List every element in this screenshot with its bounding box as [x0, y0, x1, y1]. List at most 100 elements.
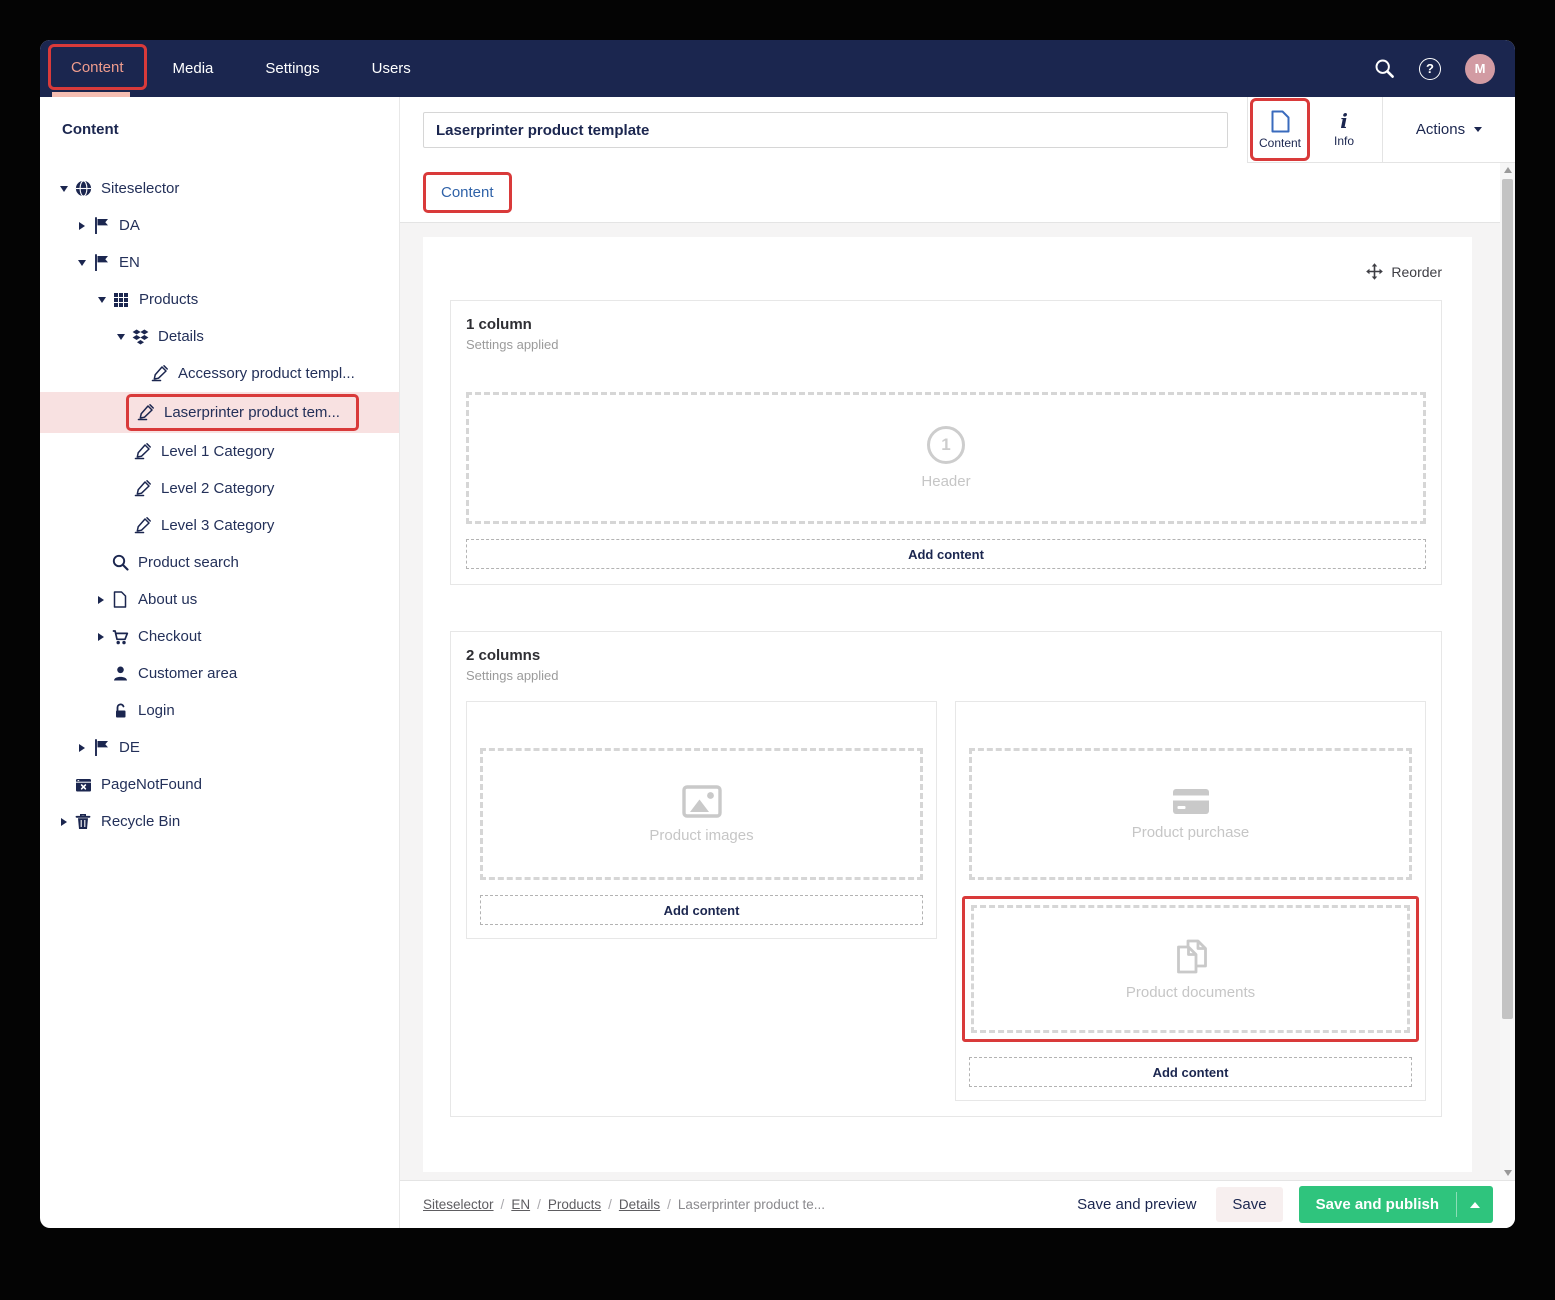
reorder-button[interactable]: Reorder — [423, 237, 1472, 280]
cart-icon — [110, 629, 130, 645]
grid-icon — [111, 292, 131, 308]
flag-icon — [91, 254, 111, 271]
tree-item-de[interactable]: DE — [40, 729, 399, 766]
tree-item-label: Siteselector — [101, 180, 180, 197]
save-and-preview-button[interactable]: Save and preview — [1077, 1196, 1197, 1213]
tree-item-siteselector[interactable]: Siteselector — [40, 170, 399, 207]
tree-item-login[interactable]: Login — [40, 692, 399, 729]
column-right: Product purchase Product documents — [955, 701, 1426, 1101]
edit-template-icon — [133, 517, 153, 534]
breadcrumb-siteselector[interactable]: Siteselector — [423, 1197, 494, 1212]
expander-icon[interactable] — [55, 185, 73, 192]
expander-icon[interactable] — [73, 221, 91, 230]
breadcrumb-products[interactable]: Products — [547, 1197, 602, 1212]
editor-header: Content i Info Actions — [400, 97, 1515, 163]
actions-label: Actions — [1415, 121, 1466, 138]
tree-item-products[interactable]: Products — [40, 281, 399, 318]
breadcrumb-details[interactable]: Details — [618, 1197, 661, 1212]
tree-item-label: Checkout — [138, 628, 202, 645]
expander-icon[interactable] — [93, 296, 111, 303]
lock-open-icon — [110, 702, 130, 719]
document-name-input[interactable] — [423, 112, 1228, 148]
tree-item-label: Level 2 Category — [161, 480, 275, 497]
expander-icon[interactable] — [92, 595, 110, 604]
placeholder-header[interactable]: 1 Header — [466, 392, 1426, 524]
placeholder-label: Product documents — [1125, 983, 1256, 1001]
placeholder-product-purchase[interactable]: Product purchase — [969, 748, 1412, 880]
tree-item-laserprinter-template[interactable]: Laserprinter product tem... — [40, 392, 399, 433]
search-icon — [110, 554, 130, 571]
scroll-down-arrow-icon[interactable] — [1503, 1170, 1512, 1176]
tree-item-customer-area[interactable]: Customer area — [40, 655, 399, 692]
nav-tab-content[interactable]: Content — [48, 44, 147, 90]
avatar[interactable]: M — [1465, 53, 1495, 84]
edit-template-icon — [136, 404, 156, 421]
move-icon — [1366, 263, 1384, 280]
credit-card-icon — [1172, 788, 1210, 815]
tree-item-checkout[interactable]: Checkout — [40, 618, 399, 655]
save-and-publish-button[interactable]: Save and publish — [1298, 1186, 1493, 1223]
tab-info[interactable]: i Info — [1312, 97, 1376, 162]
tree-item-label: DA — [119, 217, 140, 234]
placeholder-product-images[interactable]: Product images — [480, 748, 923, 880]
expander-icon[interactable] — [73, 259, 91, 266]
scrollbar[interactable] — [1500, 163, 1515, 1180]
tree-item-label: Products — [139, 291, 199, 308]
subtab-content[interactable]: Content — [423, 172, 512, 213]
globe-icon — [73, 180, 93, 197]
reorder-label: Reorder — [1391, 263, 1442, 280]
section-title: 2 columns — [466, 647, 541, 664]
tree-item-label: DE — [119, 739, 140, 756]
search-icon[interactable] — [1374, 58, 1395, 79]
section-title: 1 column — [466, 316, 532, 333]
chevron-up-icon[interactable] — [1457, 1186, 1493, 1223]
tree-item-label: Laserprinter product tem... — [164, 404, 340, 421]
save-button[interactable]: Save — [1216, 1187, 1283, 1222]
tree-item-label: Login — [138, 702, 175, 719]
actions-dropdown[interactable]: Actions — [1383, 97, 1515, 162]
grid-layout-panel: Reorder 1 column Settings applied 1 Head… — [423, 237, 1472, 1172]
tree-item-level3-category[interactable]: Level 3 Category — [40, 507, 399, 544]
scrollbar-thumb[interactable] — [1502, 179, 1513, 1019]
tree-item-level2-category[interactable]: Level 2 Category — [40, 470, 399, 507]
breadcrumb-separator: / — [500, 1197, 505, 1212]
layout-section-1-column: 1 column Settings applied 1 Header Add c… — [450, 300, 1442, 585]
tree-item-en[interactable]: EN — [40, 244, 399, 281]
info-icon: i — [1340, 109, 1348, 133]
scroll-up-arrow-icon[interactable] — [1503, 167, 1512, 173]
tree-item-product-search[interactable]: Product search — [40, 544, 399, 581]
editor-footer: Siteselector / EN / Products / Details /… — [400, 1180, 1515, 1228]
expander-icon[interactable] — [55, 817, 73, 826]
nav-tab-settings[interactable]: Settings — [265, 60, 320, 77]
edit-template-icon — [133, 480, 153, 497]
tree-item-recycle-bin[interactable]: Recycle Bin — [40, 803, 399, 840]
trash-icon — [73, 813, 93, 830]
tab-content[interactable]: Content — [1250, 98, 1310, 161]
tree-item-label: Level 1 Category — [161, 443, 275, 460]
annotation-box: Product documents — [962, 896, 1419, 1042]
tree-item-label: PageNotFound — [101, 776, 202, 793]
placeholder-label: Product purchase — [1131, 823, 1250, 841]
expander-icon[interactable] — [112, 333, 130, 340]
nav-tab-media[interactable]: Media — [172, 60, 214, 77]
expander-icon[interactable] — [73, 743, 91, 752]
tree-item-level1-category[interactable]: Level 1 Category — [40, 433, 399, 470]
help-icon[interactable]: ? — [1419, 57, 1441, 80]
tree-item-about-us[interactable]: About us — [40, 581, 399, 618]
tree-item-label: Level 3 Category — [161, 517, 275, 534]
tree-item-da[interactable]: DA — [40, 207, 399, 244]
add-content-button[interactable]: Add content — [466, 539, 1426, 569]
add-content-button[interactable]: Add content — [969, 1057, 1412, 1087]
tree-item-pagenotfound[interactable]: PageNotFound — [40, 766, 399, 803]
tree-item-accessory-template[interactable]: Accessory product templ... — [40, 355, 399, 392]
nav-tab-users[interactable]: Users — [371, 60, 411, 77]
document-icon — [110, 591, 130, 608]
breadcrumb: Siteselector / EN / Products / Details /… — [423, 1197, 1073, 1212]
sidebar-heading: Content — [62, 121, 119, 138]
breadcrumb-en[interactable]: EN — [511, 1197, 531, 1212]
section-subtitle: Settings applied — [466, 337, 559, 352]
tree-item-details[interactable]: Details — [40, 318, 399, 355]
add-content-button[interactable]: Add content — [480, 895, 923, 925]
placeholder-product-documents[interactable]: Product documents — [971, 905, 1410, 1033]
expander-icon[interactable] — [92, 632, 110, 641]
